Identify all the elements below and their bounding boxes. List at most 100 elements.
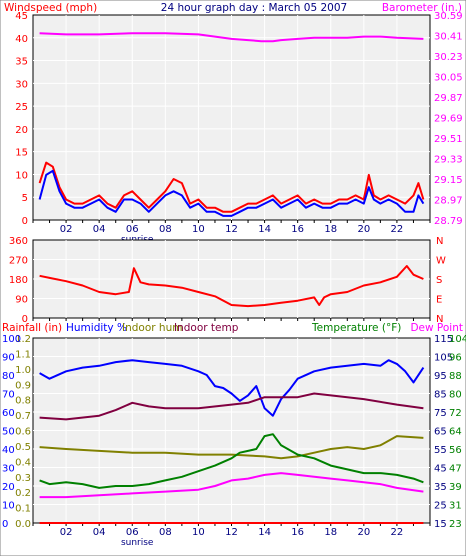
barometer-tick-label: 30.41 <box>434 32 463 43</box>
wind-tick-label: 20 <box>15 125 28 136</box>
panels-layer: 45403530252015105030.5930.4130.2330.0529… <box>2 11 466 548</box>
chart-title: 24 hour graph day : March 05 2007 <box>161 2 347 14</box>
dewpoint-tick-label: 56 <box>449 445 462 456</box>
x-tick-label: 12 <box>225 224 238 235</box>
x-tick-label: 22 <box>391 224 404 235</box>
x-tick-label: 22 <box>391 527 404 538</box>
series-line-humidity- <box>39 359 425 417</box>
temp-tick-label: 15 <box>434 519 447 530</box>
x-tick-label: 12 <box>225 527 238 538</box>
x-tick-label: 04 <box>93 224 106 235</box>
series-line-indoor-hum <box>39 435 424 460</box>
humidity-tick-label: 10 <box>2 501 15 512</box>
rain-tick-label: 0.0 <box>15 519 31 530</box>
direction-tick-label: 180 <box>9 275 28 286</box>
wind-tick-label: 45 <box>15 11 28 22</box>
direction-tick-label: 0 <box>22 314 28 325</box>
temp-tick-label: 95 <box>434 371 447 382</box>
barometer-axis-label: Barometer (in.) <box>382 2 462 14</box>
rain-tick-label: 0.5 <box>15 442 31 453</box>
rain-tick-label: 1.1 <box>15 349 31 360</box>
x-tick-label: 14 <box>258 224 271 235</box>
x-tick-label: 10 <box>192 224 205 235</box>
dewpoint-tick-label: 88 <box>449 371 462 382</box>
temperature-axis-label: Temperature (°F) <box>311 322 401 334</box>
barometer-tick-label: 29.33 <box>434 155 463 166</box>
rain-tick-label: 0.3 <box>15 473 31 484</box>
barometer-tick-label: 29.69 <box>434 114 463 125</box>
x-tick-label: 10 <box>192 527 205 538</box>
indoor-hum-label: Indoor hum <box>122 322 182 334</box>
dewpoint-tick-label: 96 <box>449 353 462 364</box>
rainfall-axis-label: Rainfall (in) <box>2 322 62 334</box>
indoor-temp-label: Indoor temp <box>174 322 239 334</box>
humidity-tick-label: 20 <box>2 482 15 493</box>
humidity-tick-label: 60 <box>2 408 15 419</box>
temp-tick-label: 85 <box>434 390 447 401</box>
series-line-temperature-f- <box>39 433 424 489</box>
barometer-tick-label: 30.05 <box>434 73 463 84</box>
barometer-tick-label: 30.23 <box>434 52 463 63</box>
barometer-tick-label: 30.59 <box>434 11 463 22</box>
compass-tick-label: N <box>436 314 443 325</box>
dewpoint-tick-label: 72 <box>449 408 462 419</box>
series-line-dew-point <box>39 472 424 499</box>
barometer-tick-label: 29.15 <box>434 175 463 186</box>
wind-tick-label: 0 <box>22 216 28 227</box>
rain-tick-label: 1.0 <box>15 365 31 376</box>
temp-tick-label: 45 <box>434 464 447 475</box>
x-tick-label: 08 <box>159 527 172 538</box>
wind-axis-label: Windspeed (mph) <box>4 2 97 14</box>
series-line-red <box>38 161 425 213</box>
compass-tick-label: S <box>436 275 442 286</box>
x-tick-label: 18 <box>324 224 337 235</box>
dewpoint-tick-label: 80 <box>449 390 462 401</box>
dewpoint-tick-label: 47 <box>449 464 462 475</box>
wind-tick-label: 25 <box>15 102 28 113</box>
barometer-tick-label: 28.97 <box>434 196 463 207</box>
humidity-tick-label: 70 <box>2 390 15 401</box>
humidity-tick-label: 30 <box>2 464 15 475</box>
humidity-tick-label: 40 <box>2 445 15 456</box>
dewpoint-tick-label: 39 <box>449 482 462 493</box>
compass-tick-label: N <box>436 236 443 247</box>
x-tick-label: 18 <box>324 527 337 538</box>
rain-tick-label: 0.7 <box>15 411 31 422</box>
dew-point-label: Dew Point <box>410 322 463 334</box>
sunrise-label: sunrise <box>121 538 154 548</box>
x-tick-label: 06 <box>126 224 139 235</box>
x-tick-label: 14 <box>258 527 271 538</box>
humidity-tick-label: 100 <box>2 334 21 345</box>
humidity-tick-label: 90 <box>2 353 15 364</box>
series-line-indoor-temp <box>39 392 424 421</box>
barometer-tick-label: 28.79 <box>434 216 463 227</box>
wind-tick-label: 5 <box>22 193 28 204</box>
x-tick-label: 06 <box>126 527 139 538</box>
rain-tick-label: 0.6 <box>15 427 31 438</box>
rain-tick-label: 0.8 <box>15 396 31 407</box>
x-tick-label: 08 <box>159 224 172 235</box>
temp-tick-label: 105 <box>434 353 453 364</box>
series-line-red <box>39 265 424 308</box>
x-tick-label: 20 <box>357 527 370 538</box>
rain-tick-label: 0.9 <box>15 380 31 391</box>
barometer-tick-label: 29.87 <box>434 93 463 104</box>
wind-tick-label: 15 <box>15 148 28 159</box>
wind-tick-label: 30 <box>15 79 28 90</box>
compass-tick-label: E <box>436 295 442 306</box>
temp-tick-label: 25 <box>434 501 447 512</box>
rain-tick-label: 0.4 <box>15 457 31 468</box>
wind-tick-label: 40 <box>15 34 28 45</box>
humidity-tick-label: 0 <box>2 519 8 530</box>
x-tick-label: 02 <box>60 527 73 538</box>
x-tick-label: 16 <box>291 527 304 538</box>
dewpoint-tick-label: 104 <box>449 334 466 345</box>
rain-tick-label: 1.2 <box>15 334 31 345</box>
x-tick-label: 02 <box>60 224 73 235</box>
x-tick-label: 20 <box>357 224 370 235</box>
temp-tick-label: 55 <box>434 445 447 456</box>
wind-tick-label: 10 <box>15 170 28 181</box>
barometer-tick-label: 29.51 <box>434 134 463 145</box>
humidity-axis-label: Humidity % <box>66 322 127 334</box>
